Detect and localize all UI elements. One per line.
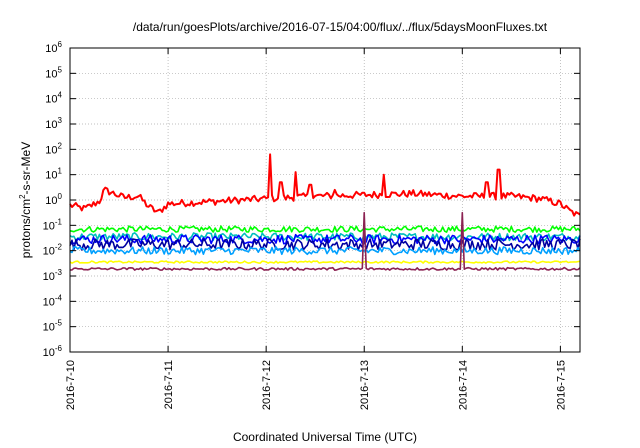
series-line-6 <box>69 260 581 264</box>
y-tick-label: 10-6 <box>43 344 63 359</box>
x-tick-label: 2016-7-14 <box>457 360 469 410</box>
series-layer <box>69 153 581 272</box>
x-tick-label: 2016-7-15 <box>555 360 567 410</box>
series-line-3 <box>69 233 581 245</box>
axis-layer: 10-6 10-5 10-4 10-3 10-2 10-1 100 101 102 103 104 1… <box>43 40 580 410</box>
series-line-5 <box>69 246 581 256</box>
series-line-4 <box>69 238 581 251</box>
y-tick-label: 106 <box>45 40 62 55</box>
x-tick-label: 2016-7-12 <box>261 360 273 410</box>
series-line-0 <box>69 153 581 217</box>
y-tick-label: 103 <box>45 116 62 131</box>
x-tick-label: 2016-7-11 <box>163 360 175 409</box>
y-tick-label: 104 <box>45 91 62 106</box>
series-line-1 <box>69 225 581 233</box>
y-tick-label: 102 <box>45 141 62 156</box>
y-tick-label: 105 <box>45 65 62 80</box>
y-tick-label: 10-2 <box>43 243 63 258</box>
y-tick-label: 10-5 <box>43 319 63 334</box>
y-tick-label: 10-3 <box>43 268 63 283</box>
y-tick-label: 10-1 <box>43 217 63 232</box>
x-tick-label: 2016-7-13 <box>359 360 371 410</box>
x-tick-label: 2016-7-10 <box>65 360 77 410</box>
y-tick-label: 101 <box>45 167 62 182</box>
y-axis-label: protons/cm2-s-sr-MeV <box>18 142 33 258</box>
x-axis-label: Coordinated Universal Time (UTC) <box>233 430 417 444</box>
y-tick-label: 10-4 <box>43 293 63 308</box>
chart-title: /data/run/goesPlots/archive/2016-07-15/0… <box>132 20 548 34</box>
series-line-7 <box>69 211 581 272</box>
grid-layer <box>70 48 580 352</box>
y-tick-label: 100 <box>45 192 62 207</box>
